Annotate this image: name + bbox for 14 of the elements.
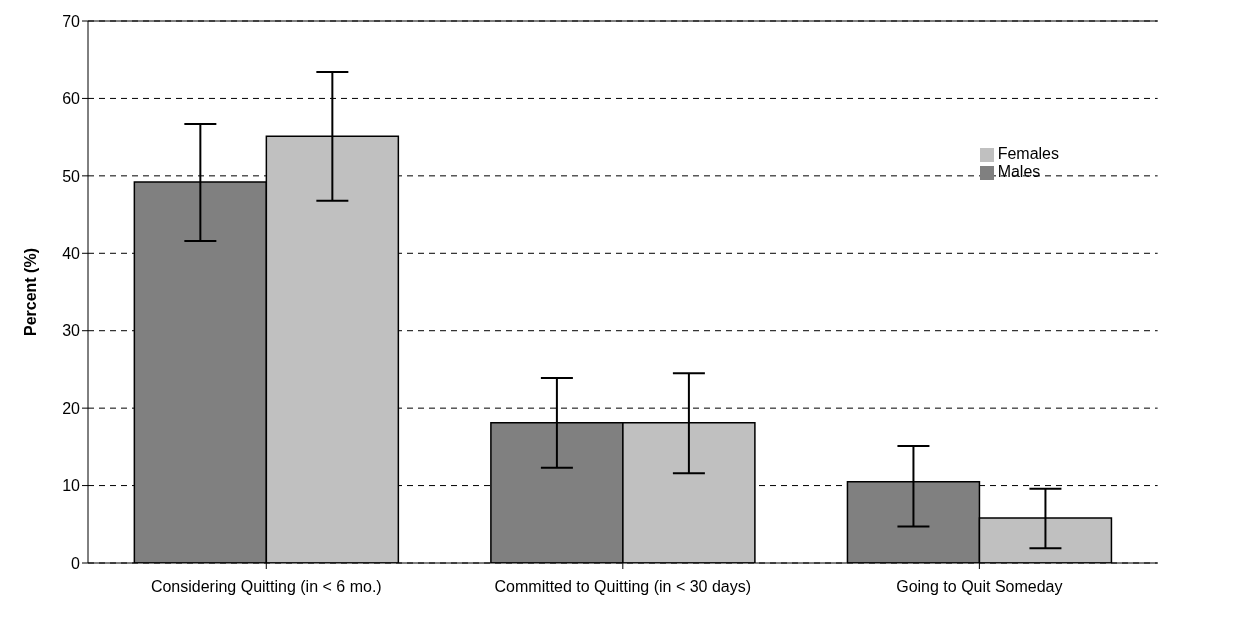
y-tick-label: 30 (62, 322, 81, 340)
y-tick-label: 40 (62, 244, 81, 262)
legend-label: Females (997, 145, 1059, 162)
y-axis-title: Percent (%) (21, 247, 39, 337)
y-tick-label: 60 (62, 90, 81, 108)
y-tick-label: 50 (62, 167, 81, 185)
legend-label: Males (997, 163, 1041, 180)
x-tick-label: Committed to Quitting (in < 30 days) (494, 578, 752, 596)
y-tick-label: 70 (62, 12, 81, 30)
x-tick-label: Considering Quitting (in < 6 mo.) (150, 578, 382, 596)
y-tick-label: 10 (62, 477, 81, 495)
y-tick-label: 20 (62, 399, 81, 417)
y-tick-label: 0 (71, 554, 81, 572)
x-tick-label: Going to Quit Someday (896, 578, 1063, 596)
